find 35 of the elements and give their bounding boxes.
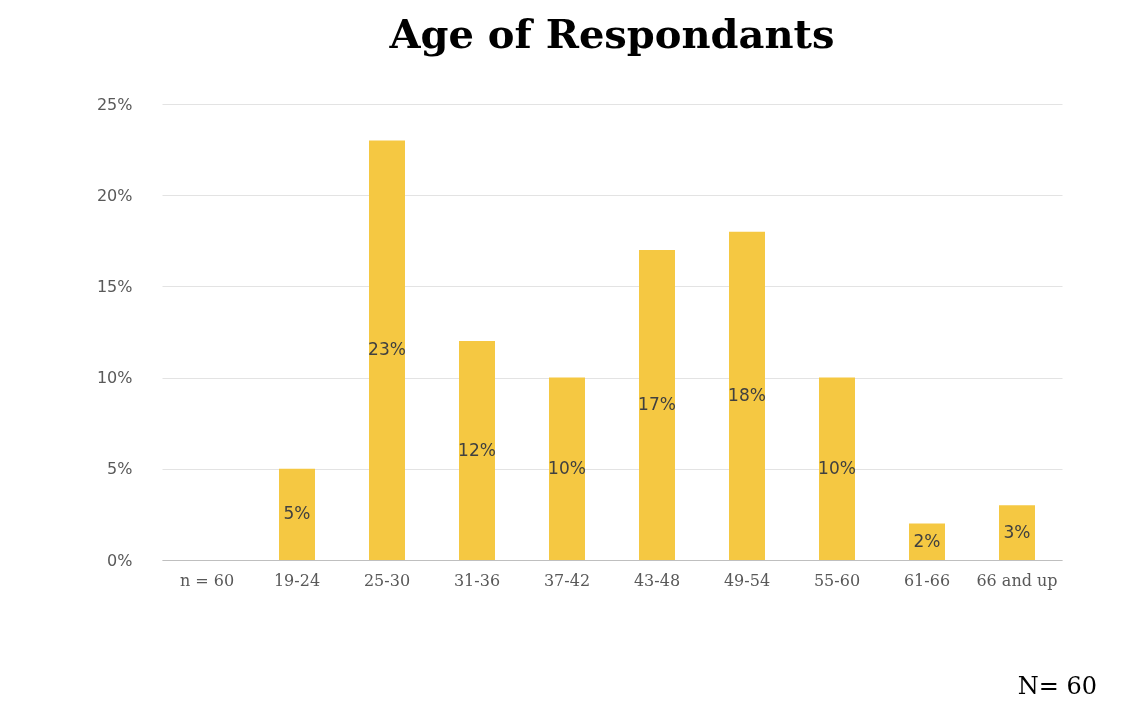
- bar: [729, 231, 765, 560]
- text: N= 60: [1017, 672, 1097, 700]
- x-tick-label: n = 60: [179, 570, 235, 590]
- y-tick-label: 15%: [96, 276, 133, 296]
- y-tick-label: 5%: [107, 459, 133, 479]
- x-tick-label: 37-42: [543, 570, 591, 590]
- bar: [369, 140, 405, 560]
- y-tick-label: 0%: [107, 550, 133, 570]
- x-tick-label: 55-60: [813, 570, 861, 590]
- bar: [549, 377, 585, 560]
- bar: [279, 468, 315, 560]
- data-label: 12%: [458, 439, 496, 460]
- data-label: 10%: [818, 457, 856, 478]
- data-label: 17%: [638, 393, 676, 414]
- y-tick-label: 20%: [96, 185, 133, 205]
- y-tick-label: 10%: [96, 368, 133, 388]
- x-tick-label: 49-54: [723, 570, 771, 590]
- x-tick-label: 43-48: [633, 570, 681, 590]
- chart-title: Age of Respondants: [388, 10, 835, 57]
- bar: [999, 505, 1035, 560]
- data-label: 10%: [548, 457, 586, 478]
- y-tick-label: 25%: [96, 94, 133, 114]
- x-tick-label: 66 and up: [976, 570, 1058, 590]
- data-label: 3%: [1003, 521, 1031, 542]
- x-tick-label: 31-36: [453, 570, 501, 590]
- bar: [459, 341, 495, 560]
- x-tick-label: 19-24: [273, 570, 321, 590]
- data-label: 18%: [728, 384, 766, 405]
- x-tick-label: 25-30: [363, 570, 411, 590]
- data-label: 5%: [283, 503, 311, 524]
- bar: [639, 249, 675, 560]
- bar: [819, 377, 855, 560]
- data-label: 23%: [368, 339, 406, 360]
- data-label: 2%: [913, 530, 941, 551]
- x-tick-label: 61-66: [903, 570, 951, 590]
